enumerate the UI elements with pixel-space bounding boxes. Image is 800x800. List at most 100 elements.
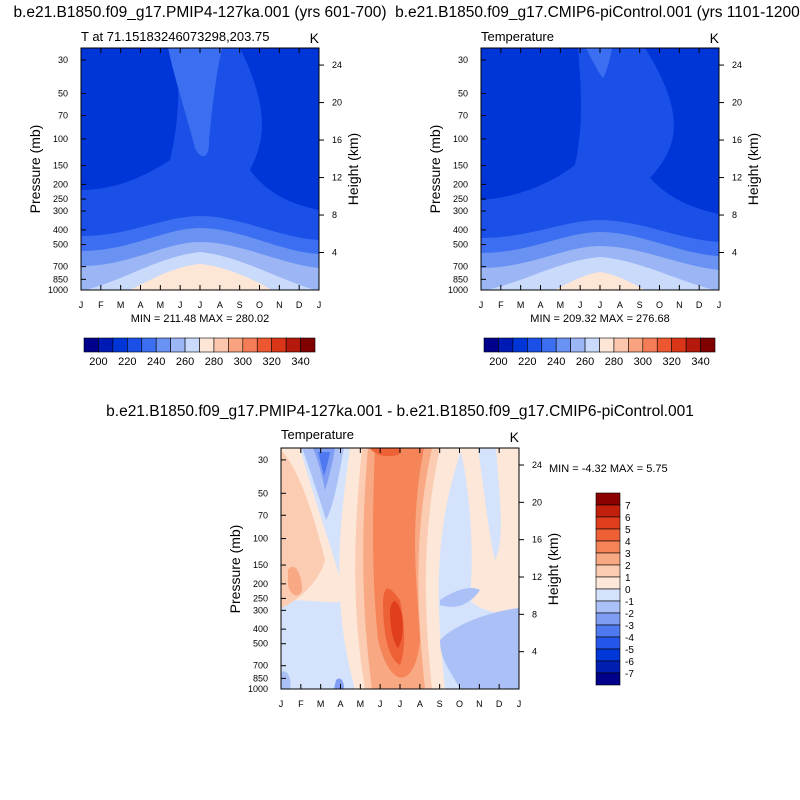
colorbar-label: 220	[518, 356, 536, 368]
colorbar-label: 280	[605, 356, 623, 368]
contour-band	[281, 619, 335, 689]
x-tick-label: D	[496, 699, 503, 709]
colorbar-box	[112, 337, 128, 353]
colorbar-box	[595, 492, 621, 506]
colorbar-box	[141, 337, 157, 353]
y-right-tick-label: 20	[732, 98, 742, 108]
colorbar-box	[512, 337, 528, 353]
y-axis-label-right: Height (km)	[545, 533, 561, 605]
y-tick-label: 1000	[248, 684, 268, 694]
y-tick-label: 200	[253, 579, 268, 589]
colorbar-box	[685, 337, 701, 353]
colorbar-box	[595, 600, 621, 614]
y-tick-label: 400	[453, 225, 468, 235]
colorbar-box	[127, 337, 143, 353]
colorbar-label: 4	[625, 537, 631, 548]
colorbar-label: 200	[489, 356, 507, 368]
x-tick-label: M	[117, 300, 125, 310]
y-tick-label: 30	[258, 455, 268, 465]
y-tick-label: 400	[253, 624, 268, 634]
contour-band	[440, 608, 519, 689]
y-right-tick-label: 8	[332, 210, 337, 220]
panel-pmip4: b.e21.B1850.f09_g17.PMIP4-127ka.001 (yrs…	[13, 4, 386, 368]
y-tick-label: 100	[253, 534, 268, 544]
y-tick-label: 700	[453, 262, 468, 272]
x-tick-label: F	[498, 300, 504, 310]
y-axis-label: Pressure (mb)	[227, 525, 243, 614]
x-tick-label: O	[656, 300, 663, 310]
y-tick-label: 150	[253, 560, 268, 570]
x-tick-label: J	[517, 699, 522, 709]
colorbar-box	[671, 337, 687, 353]
y-tick-label: 70	[58, 111, 68, 121]
x-tick-label: A	[417, 699, 423, 709]
y-tick-label: 700	[53, 262, 68, 272]
colorbar-box	[595, 612, 621, 626]
y-right-tick-label: 8	[532, 609, 537, 619]
colorbar-box	[613, 337, 629, 353]
colorbar-label: 5	[625, 525, 631, 536]
x-tick-label: O	[256, 300, 263, 310]
right-label: K	[310, 30, 320, 46]
x-tick-label: J	[279, 699, 284, 709]
colorbar-box	[483, 337, 499, 353]
colorbar-label: 1	[625, 573, 631, 584]
colorbar-label: 240	[147, 356, 165, 368]
right-label: K	[710, 30, 720, 46]
y-tick-label: 100	[453, 134, 468, 144]
x-tick-label: J	[79, 300, 84, 310]
y-tick-label: 250	[453, 194, 468, 204]
colorbar-box	[595, 588, 621, 602]
left-label: Temperature	[481, 29, 554, 44]
y-axis-label: Pressure (mb)	[427, 125, 443, 214]
y-right-tick-label: 4	[732, 248, 737, 258]
x-tick-label: M	[317, 699, 325, 709]
y-tick-label: 200	[453, 179, 468, 189]
min-max-text: MIN = 211.48 MAX = 280.02	[131, 313, 270, 325]
y-tick-label: 50	[458, 88, 468, 98]
y-right-tick-label: 20	[532, 497, 542, 507]
left-label: Temperature	[281, 427, 354, 442]
x-tick-label: S	[237, 300, 243, 310]
y-tick-label: 500	[53, 240, 68, 250]
y-right-tick-label: 12	[732, 173, 742, 183]
colorbar-label: 6	[625, 513, 631, 524]
colorbar-box	[584, 337, 600, 353]
colorbar-box	[213, 337, 229, 353]
x-tick-label: N	[476, 699, 483, 709]
contour-field	[81, 48, 319, 290]
colorbar-box	[599, 337, 615, 353]
x-tick-label: J	[178, 300, 183, 310]
x-tick-label: M	[157, 300, 165, 310]
colorbar-label: 3	[625, 549, 631, 560]
colorbar-label: 7	[625, 501, 631, 512]
x-tick-label: A	[137, 300, 143, 310]
colorbar-box	[595, 648, 621, 662]
colorbar-box	[98, 337, 114, 353]
x-tick-label: M	[357, 699, 365, 709]
colorbar-label: 220	[118, 356, 136, 368]
y-tick-label: 70	[258, 510, 268, 520]
x-tick-label: J	[317, 300, 322, 310]
x-tick-label: J	[398, 699, 403, 709]
colorbar-box	[300, 337, 316, 353]
colorbar-label: -4	[625, 633, 634, 644]
y-tick-label: 30	[458, 55, 468, 65]
colorbar-box	[228, 337, 244, 353]
panel-title: b.e21.B1850.f09_g17.PMIP4-127ka.001 - b.…	[106, 403, 694, 420]
contour-band	[370, 448, 401, 457]
contour-band	[478, 448, 501, 560]
y-tick-label: 50	[58, 88, 68, 98]
colorbar-label: 260	[176, 356, 194, 368]
panel-title: b.e21.B1850.f09_g17.PMIP4-127ka.001 (yrs…	[13, 4, 386, 21]
colorbar-box	[570, 337, 586, 353]
contour-band	[645, 48, 719, 214]
contour-band	[168, 48, 222, 157]
y-right-tick-label: 16	[532, 535, 542, 545]
x-tick-label: F	[98, 300, 104, 310]
colorbar-box	[541, 337, 557, 353]
x-tick-label: J	[378, 699, 383, 709]
colorbar-box	[555, 337, 571, 353]
colorbar-box	[595, 576, 621, 590]
x-tick-label: D	[696, 300, 703, 310]
